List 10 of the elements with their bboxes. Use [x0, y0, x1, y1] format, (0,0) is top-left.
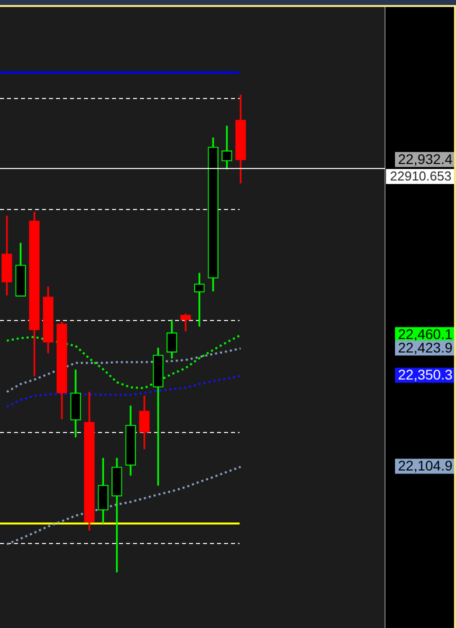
y-tick-label: 22,932.4 — [398, 150, 453, 167]
ref-line-label: 22910.653 — [390, 168, 452, 184]
line-series — [6, 374, 242, 408]
line-series — [6, 347, 242, 393]
y-tick-label: 22,423.9 — [398, 339, 453, 356]
y-tick-label: 22,460.1 — [398, 326, 453, 342]
y-tick-label: 22,104.9 — [398, 458, 453, 474]
line-series — [6, 466, 242, 546]
y-tick-label: 22,350.3 — [398, 366, 453, 383]
line-series — [6, 334, 242, 390]
